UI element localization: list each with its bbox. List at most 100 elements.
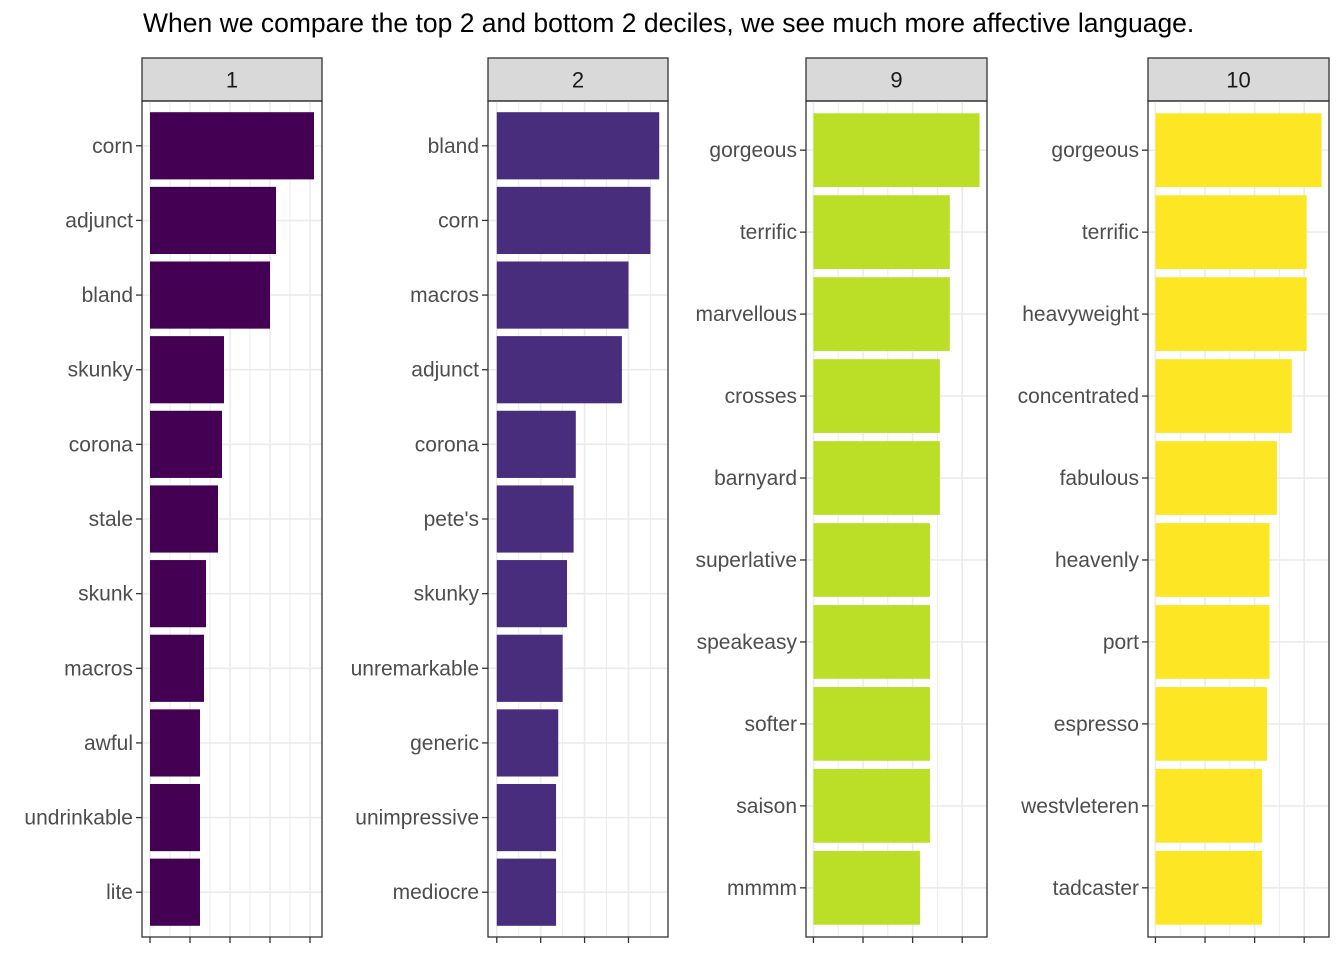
bar [496, 261, 629, 329]
category-label: unremarkable [351, 657, 479, 680]
category-label: skunk [78, 583, 133, 606]
bar [496, 709, 559, 777]
category-label: marvellous [695, 303, 797, 326]
bar [1155, 113, 1322, 188]
category-label: port [1103, 631, 1139, 654]
category-label: adjunct [411, 359, 479, 382]
bar [813, 277, 950, 351]
bar [1155, 195, 1307, 270]
bar [1155, 523, 1270, 597]
category-label: espresso [1054, 713, 1139, 736]
panel-border [487, 100, 669, 938]
category-label: gorgeous [1051, 139, 1139, 162]
bar [1155, 359, 1292, 433]
strip-label: 10 [1226, 68, 1250, 93]
panel-9: 9 gorgeous terrific marvellous crosses barnya… [695, 57, 988, 943]
bar [150, 783, 200, 852]
bar [813, 441, 940, 515]
bar [496, 783, 557, 852]
category-label: macros [64, 657, 133, 680]
category-label: superlative [695, 549, 797, 572]
category-label: corn [438, 209, 479, 232]
panel-border [1147, 100, 1330, 938]
strip-background [1147, 57, 1330, 102]
bar [1155, 850, 1263, 925]
bar [496, 336, 622, 404]
bar [150, 186, 276, 255]
category-label: westvleteren [1020, 795, 1139, 818]
category-label: terrific [1082, 221, 1139, 244]
bar [813, 768, 930, 843]
category-label: stale [89, 508, 133, 531]
category-label: skunky [68, 359, 134, 382]
bar [496, 410, 576, 478]
panel-1: 1 corn adjunct bland skunky corona stale skunk m… [24, 57, 323, 943]
panel-border [805, 100, 988, 938]
category-label: lite [106, 881, 133, 904]
category-label: barnyard [714, 467, 797, 490]
category-label: heavyweight [1022, 303, 1139, 326]
category-label: bland [428, 135, 479, 158]
panel-border [141, 100, 323, 938]
bar [150, 410, 222, 478]
category-label: unimpressive [355, 807, 479, 830]
category-label: bland [82, 284, 133, 307]
strip-label: 1 [226, 68, 238, 93]
bar [1155, 768, 1263, 843]
bar [496, 186, 651, 255]
category-label: saison [736, 795, 797, 818]
bar [496, 485, 574, 553]
category-label: terrific [740, 221, 797, 244]
bar [813, 850, 921, 925]
category-label: softer [744, 713, 797, 736]
bar [813, 195, 950, 270]
category-label: mediocre [393, 881, 479, 904]
strip-background [141, 57, 323, 102]
bar [813, 359, 940, 433]
strip-background [805, 57, 988, 102]
category-label: tadcaster [1053, 877, 1139, 900]
bar [150, 634, 204, 702]
category-label: macros [410, 284, 479, 307]
bar [150, 261, 270, 329]
bar [150, 560, 206, 628]
bar [813, 687, 930, 761]
category-label: corona [415, 433, 480, 456]
strip-label: 9 [890, 68, 902, 93]
category-label: gorgeous [709, 139, 797, 162]
bar [1155, 605, 1270, 679]
bar [813, 523, 930, 597]
bar [813, 113, 980, 188]
category-label: awful [84, 732, 133, 755]
bar [150, 485, 218, 553]
category-label: heavenly [1055, 549, 1140, 572]
bar [496, 112, 660, 180]
category-label: skunky [414, 583, 480, 606]
category-label: corona [69, 433, 134, 456]
panel-2: 2 bland corn macros adjunct corona pete's skunk… [351, 57, 669, 943]
bar [496, 858, 557, 926]
category-label: adjunct [65, 209, 133, 232]
category-label: fabulous [1060, 467, 1139, 490]
bar [150, 336, 224, 404]
category-label: mmmm [727, 877, 797, 900]
category-label: speakeasy [697, 631, 798, 654]
category-label: undrinkable [24, 807, 133, 830]
strip-label: 2 [572, 68, 584, 93]
category-label: pete's [424, 508, 479, 531]
chart-title: When we compare the top 2 and bottom 2 d… [143, 8, 1195, 38]
bar [150, 858, 200, 926]
category-label: corn [92, 135, 133, 158]
panel-10: 10 gorgeous terrific heavyweight concentrate… [1018, 57, 1330, 943]
category-label: generic [410, 732, 479, 755]
bar [496, 560, 568, 628]
bar [150, 112, 314, 180]
bar [813, 605, 930, 679]
bar [1155, 441, 1277, 515]
strip-background [487, 57, 669, 102]
bar [1155, 687, 1268, 761]
bar [150, 709, 200, 777]
category-label: crosses [725, 385, 797, 408]
bar [1155, 277, 1307, 351]
